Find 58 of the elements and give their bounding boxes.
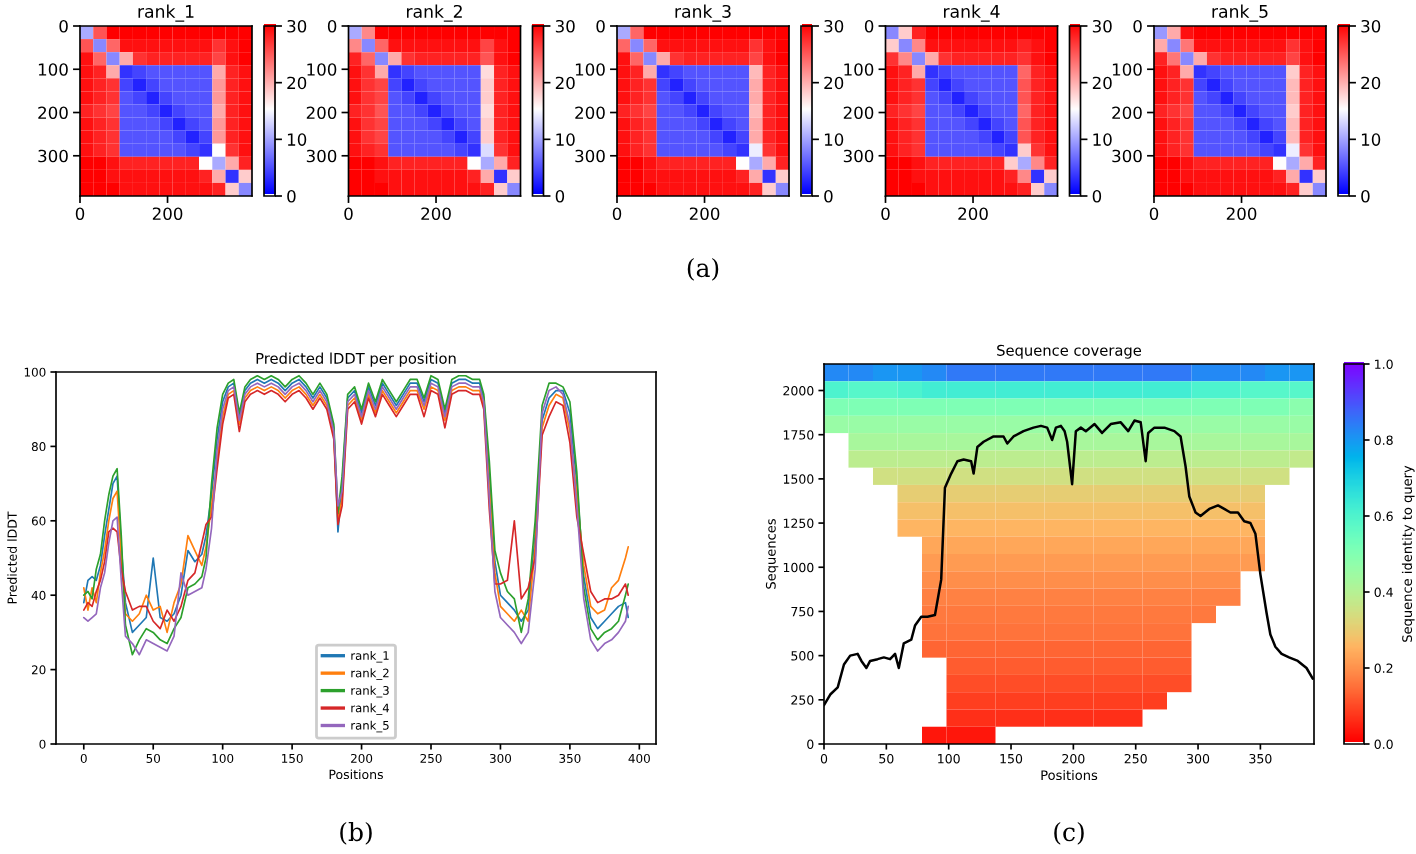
y-tick-label: 100 [1112, 63, 1142, 76]
color-bar-label: 0 [1361, 189, 1370, 203]
color-bar-label: 0 [824, 189, 833, 203]
color-bar-label: 30 [1361, 19, 1381, 33]
y-tick-label: 100 [38, 63, 68, 76]
y-tick-label: 0 [1133, 19, 1142, 33]
y-tick-label: 200 [575, 106, 605, 120]
color-bar-label: 0 [555, 189, 565, 203]
y-tick-label: 300 [1112, 149, 1142, 163]
color-bar-label: 10 [287, 133, 307, 146]
x-tick-label: 200 [152, 207, 183, 221]
x-tick-label: 0 [1149, 207, 1159, 221]
y-tick-label: 200 [843, 106, 874, 120]
y-tick-label: 0 [596, 19, 605, 33]
x-tick-label: 0 [75, 207, 85, 221]
y-tick-label: 200 [306, 106, 337, 120]
chart-title: rank_5 [1212, 4, 1268, 22]
color-bar-label: 0 [287, 189, 296, 203]
x-tick-label: 200 [958, 207, 988, 221]
y-tick-label: 200 [38, 106, 68, 120]
y-tick-label: 100 [575, 63, 605, 76]
chart-title: rank_2 [407, 4, 462, 22]
y-tick-label: 0 [327, 19, 337, 33]
color-bar-label: 30 [824, 19, 844, 33]
color-bar-label: 30 [1092, 19, 1112, 33]
y-tick-label: 300 [306, 149, 337, 163]
y-tick-label: 200 [1112, 106, 1142, 120]
color-bar-label: 30 [287, 19, 307, 33]
text: (b) [340, 821, 372, 845]
y-tick-label: 100 [307, 63, 337, 76]
y-tick-label: 0 [59, 19, 68, 33]
color-bar-label: 0 [1092, 189, 1102, 203]
x-tick-label: 0 [881, 207, 890, 221]
color-bar-label: 10 [1093, 133, 1112, 146]
y-tick-label: 100 [844, 63, 874, 76]
y-tick-label: 0 [864, 19, 874, 33]
color-bar-label: 20 [1092, 76, 1112, 90]
color-bar-label: 30 [555, 19, 575, 33]
x-tick-label: 0 [612, 207, 622, 221]
color-bar-label: 20 [1361, 76, 1381, 90]
x-tick-label: 200 [1226, 207, 1257, 221]
x-tick-label: 200 [689, 207, 720, 221]
chart-title: rank_3 [675, 4, 731, 22]
color-bar-label: 10 [824, 133, 844, 146]
text: (c) [1054, 821, 1084, 845]
color-bar-label: 10 [1361, 133, 1381, 146]
color-bar-label: 20 [287, 76, 307, 90]
chart-title: rank_1 [138, 4, 194, 22]
color-bar-label: 20 [555, 76, 575, 90]
chart-title: rank_4 [944, 4, 1000, 22]
y-tick-label: 300 [575, 149, 605, 163]
y-tick-label: 300 [843, 149, 874, 163]
color-bar-label: 10 [556, 133, 575, 146]
x-tick-label: 200 [421, 207, 451, 221]
y-tick-label: 300 [38, 149, 68, 163]
color-bar-label: 20 [824, 76, 844, 90]
text: (a) [687, 257, 719, 281]
x-tick-label: 0 [344, 207, 353, 221]
